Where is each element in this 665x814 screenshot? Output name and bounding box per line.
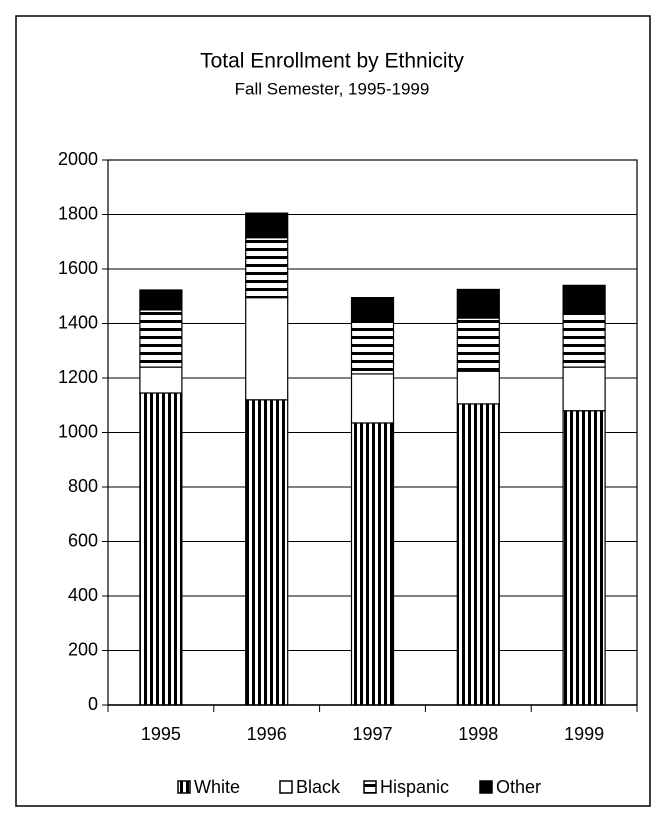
legend-label: Other	[496, 777, 541, 797]
legend-swatch	[363, 780, 377, 794]
x-tick-label: 1999	[564, 724, 604, 744]
chart-subtitle: Fall Semester, 1995-1999	[235, 79, 430, 98]
y-tick-label: 2000	[58, 149, 98, 169]
frame	[15, 15, 651, 807]
bar-segment	[456, 317, 500, 372]
legend-swatch	[279, 780, 293, 794]
y-tick-label: 1200	[58, 367, 98, 387]
y-tick-label: 200	[68, 639, 98, 659]
chart-title: Total Enrollment by Ethnicity	[200, 50, 464, 73]
y-tick-label: 400	[68, 585, 98, 605]
bar-segment	[245, 399, 289, 706]
x-tick-label: 1998	[458, 724, 498, 744]
bar-segment	[562, 410, 606, 706]
x-tick-label: 1997	[352, 724, 392, 744]
bar-segment	[456, 288, 500, 319]
y-tick-label: 600	[68, 530, 98, 550]
y-tick-label: 1800	[58, 203, 98, 223]
bar-segment	[245, 237, 289, 299]
bar-segment	[350, 321, 395, 375]
legend-swatch	[479, 780, 493, 794]
bar-segment	[139, 366, 183, 394]
y-tick-label: 1600	[58, 258, 98, 278]
bar-segment	[562, 366, 606, 412]
bar-segment	[350, 373, 395, 424]
legend-label: Hispanic	[380, 777, 449, 797]
bar-segment	[245, 212, 289, 239]
bar-segment	[139, 309, 183, 368]
y-tick-label: 1000	[58, 421, 98, 441]
bar-segment	[562, 312, 606, 368]
y-tick-label: 800	[68, 476, 98, 496]
bar-segment	[139, 392, 183, 706]
bar-segment	[245, 297, 289, 401]
bar-segment	[456, 370, 500, 405]
y-tick-label: 1400	[58, 312, 98, 332]
legend-swatch	[177, 780, 191, 794]
bar-segment	[350, 422, 395, 706]
y-tick-label: 0	[88, 694, 98, 714]
bar-segment	[139, 289, 183, 311]
bar-segment	[350, 297, 395, 323]
bar-segment	[562, 284, 606, 314]
legend-label: Black	[296, 777, 341, 797]
x-tick-label: 1996	[247, 724, 287, 744]
bar-segment	[456, 403, 500, 706]
x-tick-label: 1995	[141, 724, 181, 744]
legend-label: White	[194, 777, 240, 797]
